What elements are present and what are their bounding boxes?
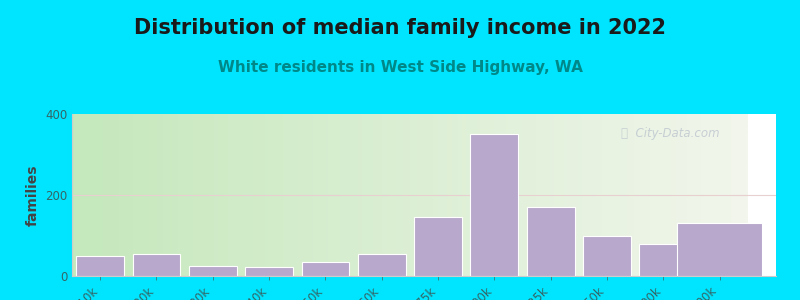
- Bar: [414, 217, 462, 276]
- Bar: [470, 134, 518, 276]
- Text: ⓘ  City-Data.com: ⓘ City-Data.com: [621, 127, 720, 140]
- Y-axis label: families: families: [26, 164, 39, 226]
- Bar: [302, 262, 350, 276]
- Bar: [358, 254, 406, 276]
- Text: Distribution of median family income in 2022: Distribution of median family income in …: [134, 18, 666, 38]
- Bar: [678, 223, 762, 276]
- Bar: [133, 254, 181, 276]
- Bar: [189, 266, 237, 276]
- Bar: [76, 256, 124, 276]
- Bar: [526, 207, 574, 276]
- Bar: [639, 244, 687, 276]
- Text: White residents in West Side Highway, WA: White residents in West Side Highway, WA: [218, 60, 582, 75]
- Bar: [245, 267, 293, 276]
- Bar: [583, 236, 631, 276]
